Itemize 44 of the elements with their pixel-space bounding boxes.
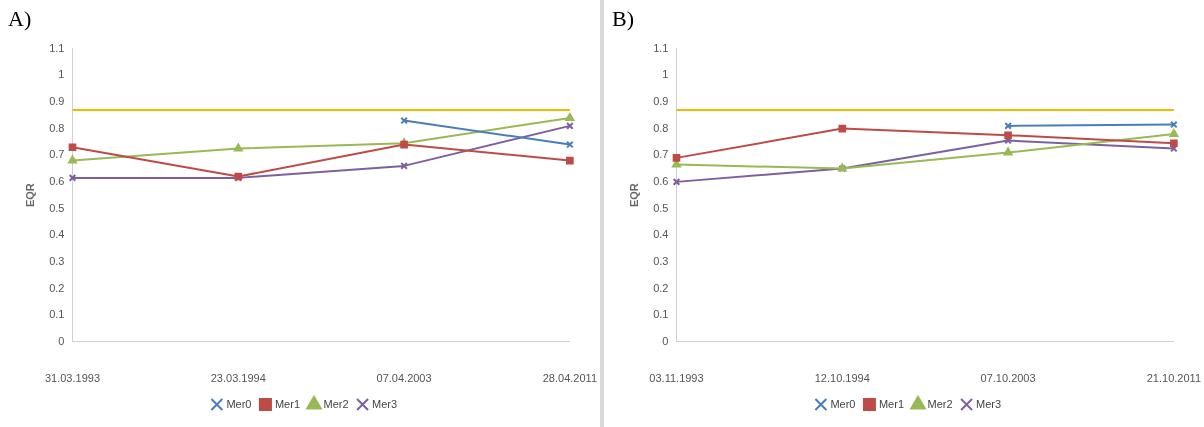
y-tick-label: 0.1 [653,308,669,321]
y-tick-label: 0.9 [49,94,65,107]
legend-label: Mer0 [830,397,856,410]
legend-label: Mer3 [976,397,1002,410]
legend-label: Mer2 [927,397,953,410]
x-tick-label: 21.10.2011 [1146,372,1202,385]
legend-label: Mer1 [878,397,904,410]
y-tick-label: 0.4 [49,228,65,241]
y-tick-label: 0.8 [653,121,669,134]
y-tick-label: 0.3 [653,254,669,267]
legend-label: Mer1 [274,397,300,410]
y-tick-label: 0.4 [653,228,669,241]
x-tick-label: 07.04.2003 [376,372,432,385]
x-tick-label: 31.03.1993 [44,372,101,385]
y-tick-label: 0.5 [49,201,65,214]
y-tick-label: 0.2 [653,281,669,294]
y-tick-label: 0.7 [653,148,669,161]
y-tick-label: 0.2 [49,281,65,294]
legend-label: Mer0 [226,397,252,410]
y-tick-label: 0.1 [49,308,65,321]
x-tick-label: 07.10.2003 [980,372,1036,385]
x-tick-label: 23.03.1994 [210,372,266,385]
y-tick-label: 0.6 [653,174,669,187]
y-tick-label: 0.8 [49,121,65,134]
y-tick-label: 0 [662,334,669,347]
y-tick-label: 1 [662,68,669,81]
legend-label: Mer2 [323,397,349,410]
y-tick-label: 0.6 [49,174,65,187]
y-tick-label: 0.3 [49,254,65,267]
y-tick-label: 1.1 [653,41,669,54]
y-tick-label: 0 [58,334,65,347]
chart-title: B) [612,6,634,32]
y-tick-label: 0.9 [653,94,669,107]
x-tick-label: 12.10.1994 [814,372,870,385]
y-tick-label: 0.5 [653,201,669,214]
legend-label: Mer3 [372,397,398,410]
y-axis-title: EQR [23,183,36,208]
y-axis-title: EQR [627,183,640,208]
x-tick-label: 03.11.1993 [649,372,704,385]
y-tick-label: 1 [58,68,65,81]
y-tick-label: 0.7 [49,148,65,161]
x-tick-label: 28.04.2011 [542,372,598,385]
y-tick-label: 1.1 [49,41,65,54]
chart-title: A) [8,6,32,32]
